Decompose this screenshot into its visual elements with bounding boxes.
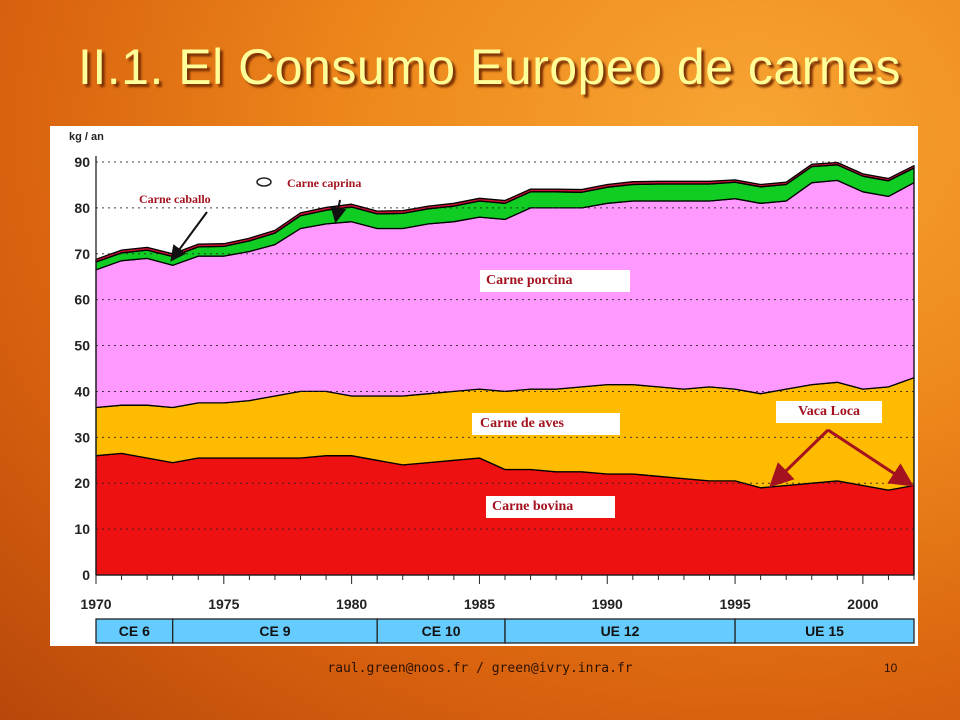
label-vaca-loca: Vaca Loca	[776, 401, 882, 423]
slide-title: II.1. El Consumo Europeo de carnes	[78, 39, 902, 95]
period-box	[172, 618, 378, 644]
arrow-vaca-loca-left	[769, 428, 830, 488]
x-tick-label: 1970	[80, 596, 111, 612]
label-carne-caprina: Carne caprina	[283, 176, 366, 190]
period-label: CE 9	[259, 623, 290, 639]
label-carne-caballo: Carne caballo	[132, 192, 218, 206]
arrow-vaca-loca-right	[827, 428, 914, 487]
annotation-arrows	[170, 177, 914, 488]
period-box	[95, 618, 174, 644]
axes: kg / an 0 10 20 30 40 50 60 70 80 90 1970 1975 1980 1…	[69, 131, 915, 612]
y-tick-label: 40	[74, 383, 90, 399]
y-tick-label: 70	[74, 246, 90, 262]
legend-circle-icon	[256, 177, 272, 187]
period-label: UE 15	[805, 623, 844, 639]
gridlines	[96, 161, 914, 576]
period-label: UE 12	[601, 623, 640, 639]
y-tick-label: 50	[74, 338, 90, 354]
footer-email: raul.green@noos.fr / green@ivry.inra.fr	[327, 661, 633, 676]
x-tick-label: 1995	[719, 596, 750, 612]
y-tick-label: 20	[74, 475, 90, 491]
y-tick-label: 0	[82, 567, 90, 583]
y-tick-label: 80	[74, 200, 90, 216]
y-tick-label: 30	[74, 429, 90, 445]
stacked-areas	[95, 161, 915, 576]
chart-svg: kg / an 0 10 20 30 40 50 60 70 80 90 1970 1975 1980 1…	[69, 131, 915, 644]
period-box	[504, 618, 736, 644]
y-tick-label: 60	[74, 292, 90, 308]
x-tick-label: 2000	[847, 596, 878, 612]
arrow-carne-caballo	[170, 211, 208, 262]
page-number: 10	[884, 661, 898, 675]
x-tick-label: 1985	[464, 596, 495, 612]
y-tick-label: 10	[74, 521, 90, 537]
meat-consumption-chart: kg / an 0 10 20 30 40 50 60 70 80 90 1970 1975 1980 1…	[50, 126, 918, 646]
label-carne-de-aves: Carne de aves	[472, 413, 620, 435]
period-box	[376, 618, 506, 644]
period-label: CE 6	[119, 623, 150, 639]
period-band: CE 6 CE 9 CE 10 UE 12 UE 15	[95, 618, 915, 644]
x-tick-label: 1990	[592, 596, 623, 612]
x-tick-label: 1980	[336, 596, 367, 612]
y-axis-label: kg / an	[69, 131, 104, 143]
period-box	[734, 618, 915, 644]
label-carne-porcina: Carne porcina	[480, 270, 630, 292]
label-carne-bovina: Carne bovina	[486, 496, 615, 518]
arrow-carne-caprina	[330, 199, 347, 224]
x-tick-label: 1975	[208, 596, 239, 612]
y-tick-label: 90	[74, 154, 90, 170]
period-label: CE 10	[422, 623, 461, 639]
